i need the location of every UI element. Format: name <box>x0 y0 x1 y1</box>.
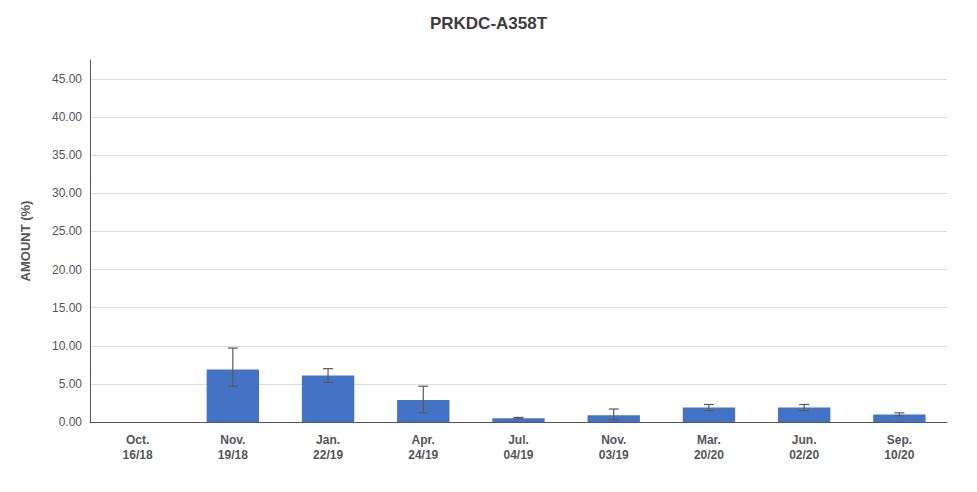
svg-text:20/20: 20/20 <box>694 448 724 462</box>
svg-text:Sep.: Sep. <box>887 433 912 447</box>
svg-text:35.00: 35.00 <box>52 148 82 162</box>
svg-text:PRKDC-A358T: PRKDC-A358T <box>430 14 548 33</box>
svg-text:30.00: 30.00 <box>52 186 82 200</box>
svg-text:10.00: 10.00 <box>52 339 82 353</box>
svg-text:03/19: 03/19 <box>599 448 629 462</box>
svg-text:Nov.: Nov. <box>220 433 245 447</box>
svg-text:15.00: 15.00 <box>52 301 82 315</box>
svg-text:04/19: 04/19 <box>503 448 533 462</box>
svg-text:22/19: 22/19 <box>313 448 343 462</box>
svg-text:25.00: 25.00 <box>52 224 82 238</box>
svg-text:16/18: 16/18 <box>123 448 153 462</box>
svg-text:45.00: 45.00 <box>52 72 82 86</box>
svg-text:Jun.: Jun. <box>792 433 817 447</box>
svg-text:5.00: 5.00 <box>59 377 83 391</box>
svg-text:Jan.: Jan. <box>316 433 340 447</box>
svg-text:10/20: 10/20 <box>884 448 914 462</box>
svg-text:02/20: 02/20 <box>789 448 819 462</box>
svg-text:Apr.: Apr. <box>412 433 435 447</box>
svg-text:Jul.: Jul. <box>508 433 529 447</box>
svg-text:20.00: 20.00 <box>52 263 82 277</box>
svg-text:Mar.: Mar. <box>697 433 721 447</box>
svg-text:0.00: 0.00 <box>59 415 83 429</box>
svg-text:19/18: 19/18 <box>218 448 248 462</box>
svg-text:40.00: 40.00 <box>52 110 82 124</box>
svg-text:Oct.: Oct. <box>126 433 149 447</box>
svg-text:24/19: 24/19 <box>408 448 438 462</box>
svg-text:AMOUNT (%): AMOUNT (%) <box>18 201 33 282</box>
svg-text:Nov.: Nov. <box>601 433 626 447</box>
